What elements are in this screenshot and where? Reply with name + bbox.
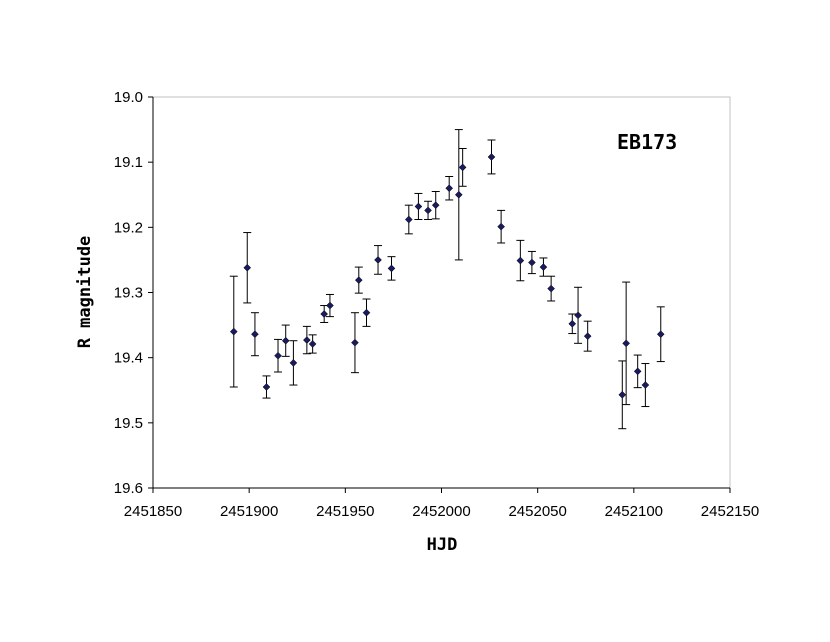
y-tick-label: 19.6: [114, 480, 143, 497]
y-tick-label: 19.4: [114, 350, 143, 367]
y-tick-label: 19.0: [114, 89, 143, 106]
data-point: [303, 336, 311, 344]
data-point: [445, 184, 454, 193]
data-point: [454, 190, 463, 199]
data-point: [351, 338, 359, 347]
data-point: [374, 256, 382, 264]
data-point: [574, 311, 582, 320]
plot-area: [152, 96, 731, 489]
data-point: [308, 340, 317, 348]
data-point: [641, 381, 650, 389]
data-point: [274, 351, 282, 360]
data-point: [656, 330, 665, 339]
x-tick-label: 2452150: [701, 503, 759, 520]
data-point: [414, 202, 423, 211]
x-tick-label: 2451850: [124, 503, 182, 520]
data-point: [547, 284, 555, 293]
data-point: [497, 222, 505, 231]
data-point: [251, 330, 259, 339]
data-point: [622, 339, 630, 348]
data-point: [387, 264, 396, 273]
data-point: [516, 256, 525, 265]
x-tick-label: 2451900: [220, 503, 278, 520]
data-point: [229, 327, 238, 336]
data-point: [568, 319, 577, 328]
data-point: [633, 367, 642, 376]
data-point: [487, 153, 496, 161]
y-tick-label: 19.1: [114, 154, 143, 171]
data-point: [424, 206, 432, 215]
x-tick-label: 2452050: [508, 503, 566, 520]
data-point: [326, 301, 334, 310]
data-point: [539, 263, 548, 271]
data-point: [262, 383, 271, 391]
data-point: [458, 163, 467, 172]
data-markers: [229, 153, 665, 399]
y-tick-label: 19.5: [114, 415, 143, 432]
data-point: [243, 263, 252, 272]
y-axis-title: R magnitude: [75, 236, 95, 349]
data-point: [618, 390, 627, 399]
x-tick-label: 2451950: [316, 503, 374, 520]
x-tick-label: 2452100: [605, 503, 663, 520]
data-point: [404, 215, 413, 224]
y-tick-label: 19.3: [114, 285, 143, 302]
star-id-label: EB173: [617, 130, 677, 154]
data-point: [583, 332, 592, 341]
x-axis-title: HJD: [427, 535, 458, 555]
data-point: [320, 310, 329, 318]
data-point: [431, 201, 440, 210]
data-point: [281, 336, 290, 345]
data-point: [528, 258, 536, 267]
data-point: [362, 308, 371, 317]
x-tick-label: 2452000: [412, 503, 470, 520]
data-point: [289, 359, 298, 367]
data-point: [354, 276, 363, 284]
y-tick-label: 19.2: [114, 219, 143, 236]
x-axis-ticks: 2451850 2451900 2451950 2452000 2452050 24521…: [124, 488, 759, 520]
y-axis-ticks: 19.0 19.1 19.2 19.3 19.4 19.5 19.6: [114, 89, 153, 497]
